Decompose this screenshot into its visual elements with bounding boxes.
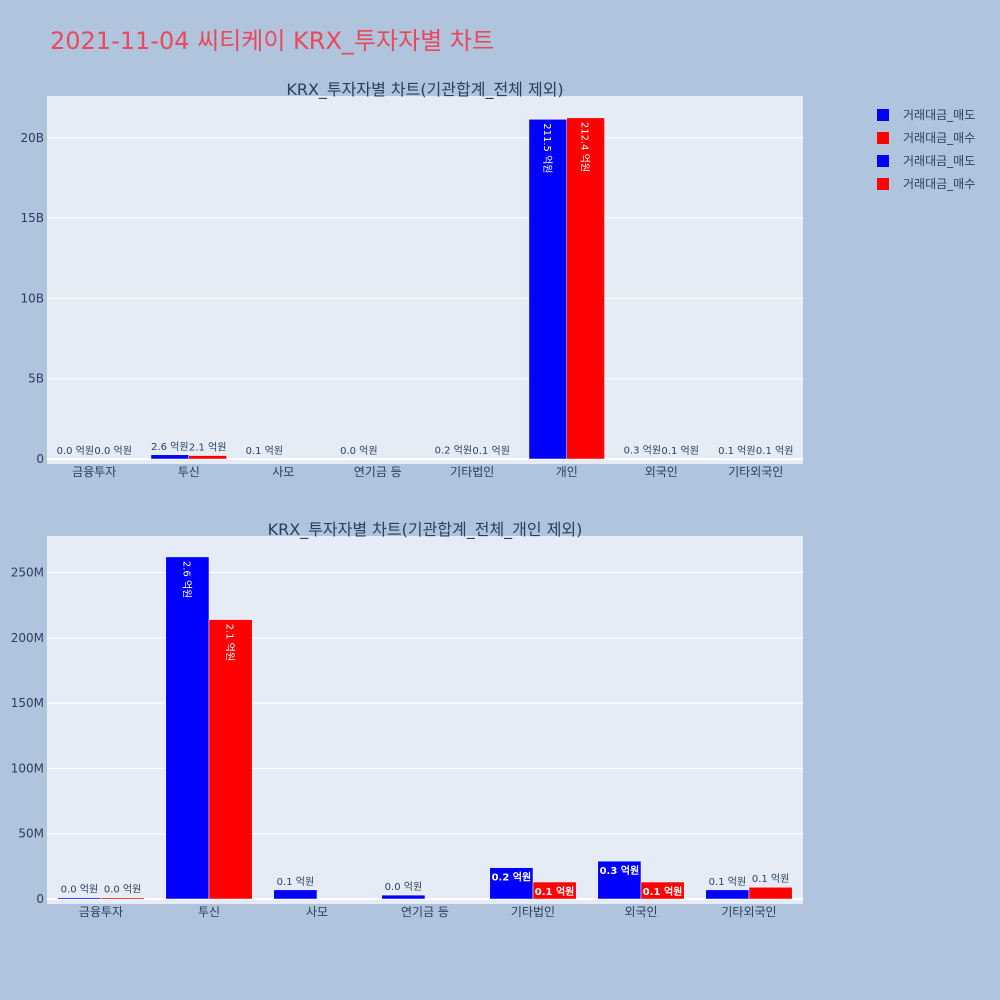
- chart-title: KRX_투자자별 차트(기관합계_전체_개인 제외): [268, 520, 583, 540]
- legend-swatch: [877, 178, 889, 190]
- data-label: 0.1 억원: [661, 445, 698, 457]
- plot-area: [47, 536, 803, 904]
- data-label: 0.3 억원: [600, 864, 640, 877]
- x-tick-label: 외국인: [624, 905, 657, 919]
- buy-bar[interactable]: [566, 117, 605, 460]
- data-label: 0.1 억원: [718, 445, 755, 457]
- page-title: 2021-11-04 씨티케이 KRX_투자자별 차트: [50, 27, 494, 55]
- data-label: 0.1 억원: [709, 876, 746, 888]
- legend-item[interactable]: 거래대금_매수: [877, 131, 975, 145]
- legend-item[interactable]: 거래대금_매도: [877, 154, 975, 168]
- y-tick-label: 20B: [20, 131, 44, 145]
- data-label: 0.1 억원: [643, 885, 683, 898]
- y-tick-label: 10B: [20, 291, 44, 305]
- x-tick-label: 기타외국인: [728, 465, 783, 479]
- data-label: 0.1 억원: [752, 873, 789, 885]
- buy-bar[interactable]: [532, 881, 577, 900]
- buy-bar[interactable]: [188, 455, 227, 460]
- chart-institution-individual-excluded: KRX_투자자별 차트(기관합계_전체_개인 제외) 0 50M 100M 150M 2…: [11, 520, 803, 919]
- x-tick-label: 기타외국인: [721, 905, 776, 919]
- x-tick-label: 연기금 등: [354, 465, 402, 479]
- sell-bar[interactable]: [273, 889, 318, 900]
- sell-bar[interactable]: [165, 556, 210, 900]
- data-label: 0.1 억원: [246, 445, 283, 457]
- data-label: 0.0 억원: [340, 445, 377, 457]
- x-tick-label: 사모: [272, 465, 294, 479]
- data-label: 0.2 억원: [492, 871, 532, 884]
- chart-institution-excluded: KRX_투자자별 차트(기관합계_전체 제외) 0 5B 10B 15B 20B 금융투자…: [20, 80, 803, 479]
- x-tick-label: 기타법인: [450, 465, 494, 479]
- sell-bar[interactable]: [381, 894, 426, 900]
- x-tick-label: 개인: [556, 465, 578, 479]
- data-label: 2.6 억원: [151, 441, 188, 453]
- data-label: 0.0 억원: [104, 884, 141, 896]
- data-label: 2.1 억원: [189, 442, 226, 454]
- data-label: 0.0 억원: [385, 881, 422, 893]
- y-tick-label: 100M: [11, 761, 44, 775]
- legend-label: 거래대금_매수: [903, 131, 975, 145]
- y-tick-label: 250M: [11, 566, 44, 580]
- legend-swatch: [877, 155, 889, 167]
- sell-bar[interactable]: [705, 889, 750, 900]
- y-tick-label: 0: [36, 452, 44, 466]
- x-tick-label: 투신: [198, 905, 220, 919]
- data-label: 0.1 억원: [756, 445, 793, 457]
- y-tick-label: 200M: [11, 631, 44, 645]
- data-label: 0.3 억원: [624, 445, 661, 457]
- x-tick-label: 금융투자: [79, 905, 123, 919]
- data-label: 211.5 억원: [541, 123, 553, 173]
- y-tick-label: 0: [36, 892, 44, 906]
- data-label: 0.1 억원: [535, 885, 575, 898]
- legend-label: 거래대금_매도: [903, 108, 975, 122]
- data-label: 0.1 억원: [277, 876, 314, 888]
- y-tick-label: 150M: [11, 696, 44, 710]
- sell-bar[interactable]: [57, 897, 102, 900]
- y-tick-label: 5B: [28, 372, 44, 386]
- x-tick-label: 투신: [178, 465, 200, 479]
- legend-label: 거래대금_매수: [903, 177, 975, 191]
- legend-item[interactable]: 거래대금_매수: [877, 177, 975, 191]
- legend-swatch: [877, 109, 889, 121]
- legend-swatch: [877, 132, 889, 144]
- plot-area: [47, 96, 803, 464]
- buy-bar[interactable]: [100, 897, 145, 900]
- y-tick-label: 50M: [18, 827, 44, 841]
- data-label: 0.0 억원: [57, 445, 94, 457]
- data-label: 2.1 억원: [224, 624, 236, 661]
- sell-bar[interactable]: [597, 860, 642, 900]
- buy-bar[interactable]: [640, 881, 685, 900]
- legend-item[interactable]: 거래대금_매도: [877, 108, 975, 122]
- buy-bar[interactable]: [748, 886, 793, 900]
- data-label: 0.0 억원: [61, 884, 98, 896]
- sell-bar[interactable]: [528, 119, 568, 460]
- legend: 거래대금_매도 거래대금_매수 거래대금_매도 거래대금_매수: [877, 108, 975, 191]
- x-tick-label: 기타법인: [511, 905, 555, 919]
- data-label: 0.2 억원: [435, 445, 472, 457]
- data-label: 212.4 억원: [579, 122, 591, 172]
- legend-label: 거래대금_매도: [903, 154, 975, 168]
- data-label: 2.6 억원: [180, 561, 192, 598]
- x-tick-label: 외국인: [645, 465, 678, 479]
- buy-bar[interactable]: [208, 619, 253, 900]
- x-tick-label: 연기금 등: [401, 905, 449, 919]
- sell-bar[interactable]: [150, 454, 189, 460]
- data-label: 0.0 억원: [94, 445, 131, 457]
- data-label: 0.1 억원: [472, 445, 509, 457]
- chart-title: KRX_투자자별 차트(기관합계_전체 제외): [286, 80, 563, 100]
- y-tick-label: 15B: [20, 211, 44, 225]
- x-tick-label: 금융투자: [72, 465, 116, 479]
- x-tick-label: 사모: [306, 905, 328, 919]
